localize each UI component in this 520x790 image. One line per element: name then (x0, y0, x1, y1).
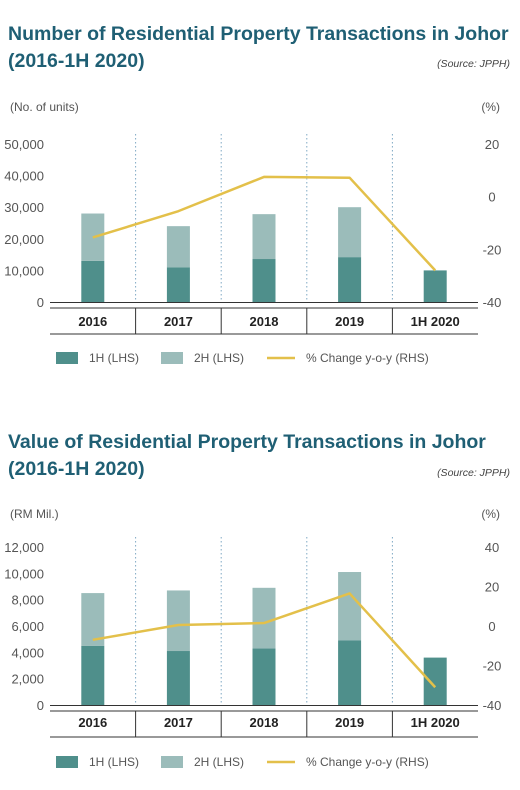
bar-1h (338, 257, 362, 302)
chart-panel-1: Number of Residential Property Transacti… (0, 0, 520, 390)
y-tick-label: 50,000 (4, 137, 44, 152)
legend-label-2h: 2H (LHS) (194, 351, 244, 365)
y2-tick-label: 20 (485, 580, 499, 595)
bar-2h (338, 572, 362, 641)
legend-swatch-2h (161, 756, 183, 768)
x-tick-label: 2019 (335, 715, 364, 730)
legend-label-line: % Change y-o-y (RHS) (306, 755, 429, 769)
bar-2h (252, 587, 276, 649)
y2-axis-unit-label: (%) (481, 100, 500, 114)
bar-1h (252, 648, 276, 705)
y-tick-label: 0 (37, 295, 44, 310)
x-tick-label: 2017 (164, 314, 193, 329)
y2-tick-label: 40 (485, 540, 499, 555)
bar-1h (423, 270, 447, 302)
bar-1h (423, 657, 447, 705)
bar-2h (166, 226, 190, 268)
y-tick-label: 4,000 (11, 645, 44, 660)
y-tick-label: 10,000 (4, 566, 44, 581)
chart-source: (Source: JPPH) (437, 58, 510, 70)
x-tick-label: 1H 2020 (411, 715, 460, 730)
y-tick-label: 8,000 (11, 593, 44, 608)
x-tick-label: 2016 (78, 715, 107, 730)
y-tick-label: 30,000 (4, 200, 44, 215)
y-tick-label: 0 (37, 698, 44, 713)
legend-label-line: % Change y-o-y (RHS) (306, 351, 429, 365)
bar-1h (252, 259, 276, 302)
x-tick-label: 2018 (250, 715, 279, 730)
legend-swatch-2h (161, 352, 183, 364)
bar-1h (338, 640, 362, 705)
bar-1h (166, 267, 190, 302)
y-tick-label: 12,000 (4, 540, 44, 555)
y2-tick-label: 0 (488, 190, 495, 205)
chart-source: (Source: JPPH) (437, 467, 510, 479)
y-axis-unit-label: (RM Mil.) (10, 507, 59, 521)
y-tick-label: 20,000 (4, 232, 44, 247)
y2-tick-label: 20 (485, 137, 499, 152)
legend-swatch-1h (56, 756, 78, 768)
line-series-yoy-change (92, 592, 437, 689)
x-tick-label: 2016 (78, 314, 107, 329)
bar-2h (252, 214, 276, 260)
y2-axis-unit-label: (%) (481, 507, 500, 521)
x-tick-label: 1H 2020 (411, 314, 460, 329)
bar-1h (81, 260, 105, 302)
y-tick-label: 2,000 (11, 672, 44, 687)
y-axis-unit-label: (No. of units) (10, 100, 79, 114)
legend-swatch-1h (56, 352, 78, 364)
y-tick-label: 10,000 (4, 263, 44, 278)
chart-panel-2: Value of Residential Property Transactio… (0, 390, 520, 783)
bar-2h (338, 207, 362, 258)
y2-tick-label: -20 (483, 659, 502, 674)
legend-label-2h: 2H (LHS) (194, 755, 244, 769)
chart-plot: (No. of units) (%) 50,000 40,000 30,000 20,00… (4, 100, 502, 365)
legend-label-1h: 1H (LHS) (89, 351, 139, 365)
legend-label-1h: 1H (LHS) (89, 755, 139, 769)
chart-title-line2: (2016-1H 2020) (8, 50, 145, 72)
x-tick-label: 2019 (335, 314, 364, 329)
chart-plot: (RM Mil.) (%) 12,000 10,000 8,000 6,000 4,000 2… (4, 507, 502, 769)
bar-1h (81, 645, 105, 705)
y2-tick-label: -40 (483, 698, 502, 713)
y2-tick-label: -40 (483, 295, 502, 310)
x-tick-label: 2017 (164, 715, 193, 730)
chart-title-line2: (2016-1H 2020) (8, 458, 145, 480)
y2-tick-label: -20 (483, 242, 502, 257)
y-tick-label: 40,000 (4, 169, 44, 184)
y-tick-label: 6,000 (11, 619, 44, 634)
bar-2h (81, 593, 105, 646)
y2-tick-label: 0 (488, 619, 495, 634)
bar-1h (166, 651, 190, 705)
x-tick-label: 2018 (250, 314, 279, 329)
chart-title-line1: Value of Residential Property Transactio… (8, 431, 486, 453)
line-series-yoy-change (92, 175, 437, 272)
chart-title-line1: Number of Residential Property Transacti… (8, 23, 509, 45)
bar-2h (166, 590, 190, 652)
